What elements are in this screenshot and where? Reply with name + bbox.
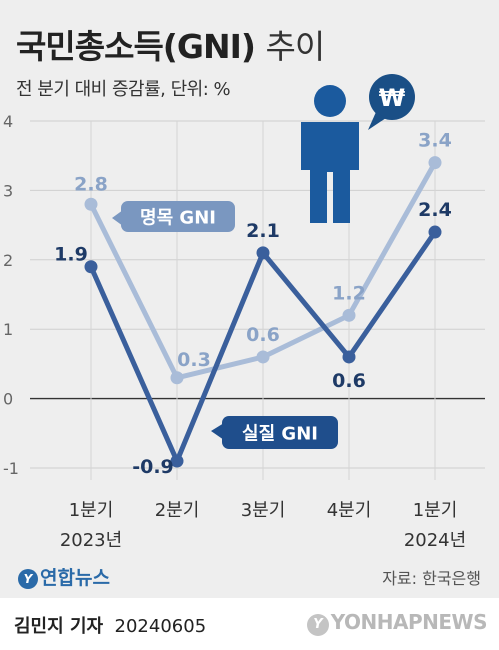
tag-box	[121, 201, 235, 232]
won-speech-bubble-icon: ₩	[368, 74, 415, 130]
bubble-tail	[368, 112, 386, 130]
tag-pointer	[211, 423, 224, 440]
x-axis-ticks: 1분기 2023년 2분기 3분기 4분기 1분기 2024년	[60, 500, 466, 551]
illustration: ₩	[301, 74, 415, 223]
reporter-credit: 김민지 기자 20240605	[14, 612, 206, 638]
x-tick-year: 2024년	[404, 530, 466, 551]
y-tick-label: 0	[3, 390, 13, 409]
x-tick-label: 1분기	[69, 500, 114, 521]
y-tick-label: 4	[3, 112, 13, 131]
footer-bar: 김민지 기자 20240605 Y YONHAPNEWS	[0, 598, 499, 650]
data-point	[342, 350, 356, 364]
title-suffix: 추이	[265, 27, 325, 66]
data-point	[84, 260, 98, 274]
watermark-text: YONHAPNEWS	[330, 610, 488, 634]
logo-text: 연합뉴스	[40, 567, 110, 589]
series-name: 실질 GNI	[242, 424, 318, 445]
x-tick-label: 2분기	[155, 500, 200, 521]
y-tick-label: 2	[3, 251, 13, 270]
y-tick-label: 3	[3, 181, 13, 200]
reporter-name: 김민지 기자	[14, 616, 104, 637]
x-tick-year: 2023년	[60, 530, 122, 551]
source-note: 자료: 한국은행	[382, 569, 481, 588]
series-tags: 명목 GNI 실질 GNI	[112, 201, 338, 449]
data-label: 2.8	[74, 173, 108, 195]
series: 2.8 0.3 0.6 1.2 3.4 1.9 -0.9 2.1 0.6 2.4	[54, 130, 452, 478]
y-tick-label: 1	[3, 320, 13, 339]
y-tick-label: -1	[3, 459, 19, 478]
data-label: 0.6	[332, 370, 366, 392]
series-name: 명목 GNI	[140, 208, 216, 229]
data-label: -0.9	[132, 456, 174, 478]
data-point	[170, 454, 184, 468]
x-tick-label: 1분기	[413, 500, 458, 521]
page-title: 국민총소득(GNI) 추이	[16, 20, 325, 68]
yonhap-logo-icon: Y	[18, 569, 38, 589]
tag-box	[222, 416, 338, 449]
data-point	[428, 156, 442, 170]
data-point	[256, 350, 270, 364]
data-label: 1.2	[332, 282, 366, 304]
data-point	[84, 197, 98, 211]
series-tag: 명목 GNI	[112, 201, 235, 232]
data-point	[170, 371, 184, 385]
won-symbol: ₩	[379, 84, 406, 112]
x-tick-label: 4분기	[327, 500, 372, 521]
data-label: 1.9	[54, 244, 88, 266]
data-label: 2.4	[418, 199, 452, 221]
data-point	[342, 308, 356, 322]
data-label: 2.1	[246, 220, 280, 242]
x-tick-label: 3분기	[241, 500, 286, 521]
yonhap-logo: Y 연합뉴스	[18, 563, 110, 590]
bubble-circle	[369, 74, 415, 120]
data-label: 3.4	[418, 130, 452, 152]
watermark-icon: Y	[306, 614, 329, 636]
tag-pointer	[112, 210, 123, 226]
series-tag: 실질 GNI	[211, 416, 338, 449]
chart-card: 국민총소득(GNI) 추이 전 분기 대비 증감률, 단위: % -1 0 1 2 3 4…	[3, 20, 485, 590]
yonhap-watermark: Y YONHAPNEWS	[306, 610, 488, 636]
person-body	[301, 122, 359, 223]
title-text: 국민총소득(GNI)	[16, 27, 256, 66]
person-head	[314, 85, 346, 117]
y-axis-ticks: -1 0 1 2 3 4	[3, 112, 19, 478]
data-label: 0.3	[177, 349, 211, 371]
subtitle: 전 분기 대비 증감률, 단위: %	[16, 79, 231, 100]
publish-date: 20240605	[114, 616, 207, 637]
person-icon	[301, 85, 359, 223]
data-label: 0.6	[246, 324, 280, 346]
data-point	[428, 225, 442, 239]
data-point	[256, 246, 270, 260]
